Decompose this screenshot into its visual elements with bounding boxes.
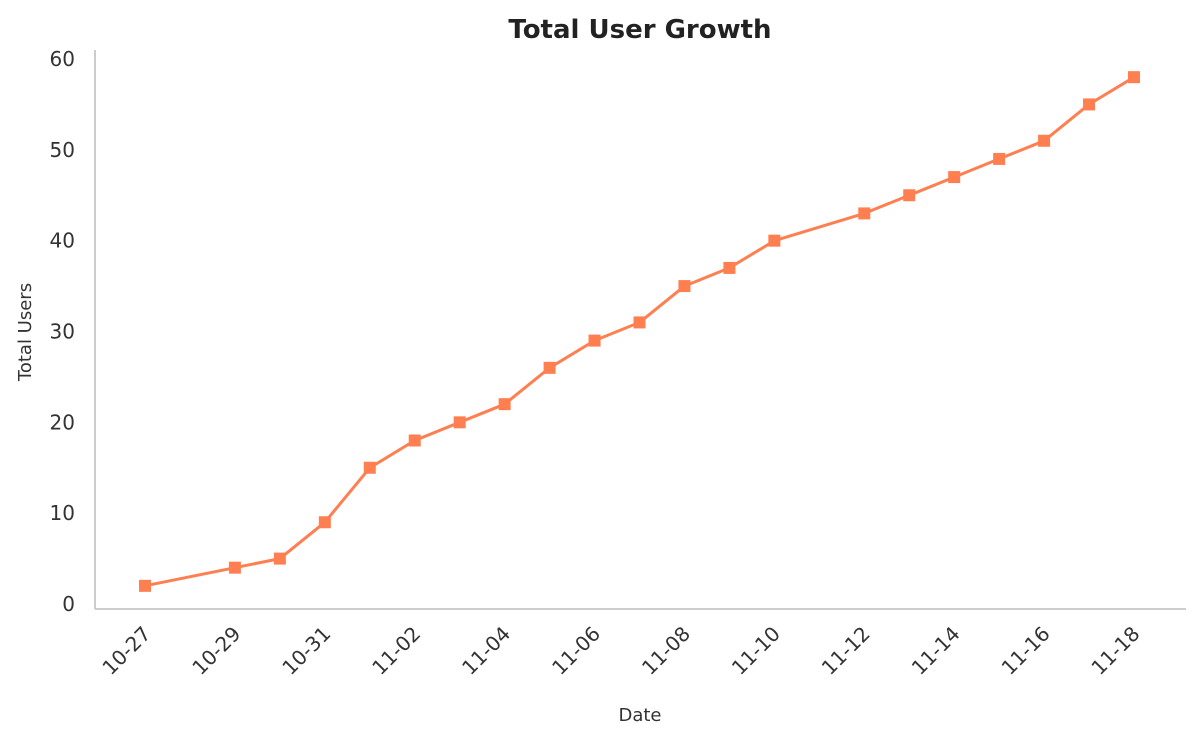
- y-tick-label: 60: [50, 47, 75, 71]
- x-axis-ticks: 10-27 10-29 10-31 11-02 11-04 11-06 11-08 11-10…: [97, 622, 1144, 680]
- data-point-marker: [588, 334, 601, 347]
- data-point-marker: [1128, 71, 1140, 84]
- x-axis-label: Date: [618, 705, 661, 726]
- data-point-marker: [993, 152, 1006, 165]
- y-axis-label: Total Users: [15, 283, 36, 382]
- chart-title: Total User Growth: [508, 15, 771, 45]
- y-axis-ticks: 0 10 20 30 40 50 60: [50, 47, 75, 616]
- x-tick-label: 11-08: [637, 622, 695, 680]
- x-tick-label: 11-10: [727, 622, 785, 680]
- data-point-marker: [948, 171, 961, 184]
- data-point-marker: [858, 207, 871, 220]
- data-point-marker: [273, 552, 286, 565]
- data-point-marker: [1038, 134, 1051, 147]
- data-point-marker: [543, 361, 556, 374]
- data-point-marker: [408, 434, 421, 447]
- y-tick-label: 30: [50, 320, 75, 344]
- y-tick-label: 40: [50, 229, 75, 253]
- x-tick-label: 11-18: [1086, 622, 1144, 680]
- data-point-marker: [453, 416, 466, 429]
- data-point-marker: [318, 516, 331, 529]
- data-point-marker: [678, 280, 691, 293]
- data-point-marker: [903, 189, 916, 202]
- x-tick-label: 10-31: [277, 622, 335, 680]
- y-tick-label: 20: [50, 410, 75, 434]
- series-line: [144, 75, 1135, 588]
- x-tick-label: 11-02: [367, 622, 425, 680]
- x-tick-label: 11-04: [457, 622, 515, 680]
- series-layer: [139, 71, 1140, 592]
- x-tick-label: 11-12: [817, 622, 875, 680]
- x-tick-label: 10-29: [187, 622, 245, 680]
- x-tick-label: 10-27: [97, 622, 155, 680]
- data-point-marker: [498, 398, 511, 411]
- data-point-marker: [1083, 98, 1096, 111]
- y-tick-label: 10: [50, 501, 75, 525]
- y-tick-label: 50: [50, 138, 75, 162]
- data-point-marker: [768, 234, 781, 247]
- y-tick-label: 0: [62, 592, 75, 616]
- x-tick-label: 11-16: [997, 622, 1055, 680]
- data-point-marker: [228, 561, 241, 574]
- data-point-marker: [363, 461, 376, 474]
- data-point-marker: [139, 579, 151, 592]
- x-tick-label: 11-14: [907, 622, 965, 680]
- x-tick-label: 11-06: [547, 622, 605, 680]
- data-point-marker: [723, 261, 736, 274]
- data-point-marker: [633, 316, 646, 329]
